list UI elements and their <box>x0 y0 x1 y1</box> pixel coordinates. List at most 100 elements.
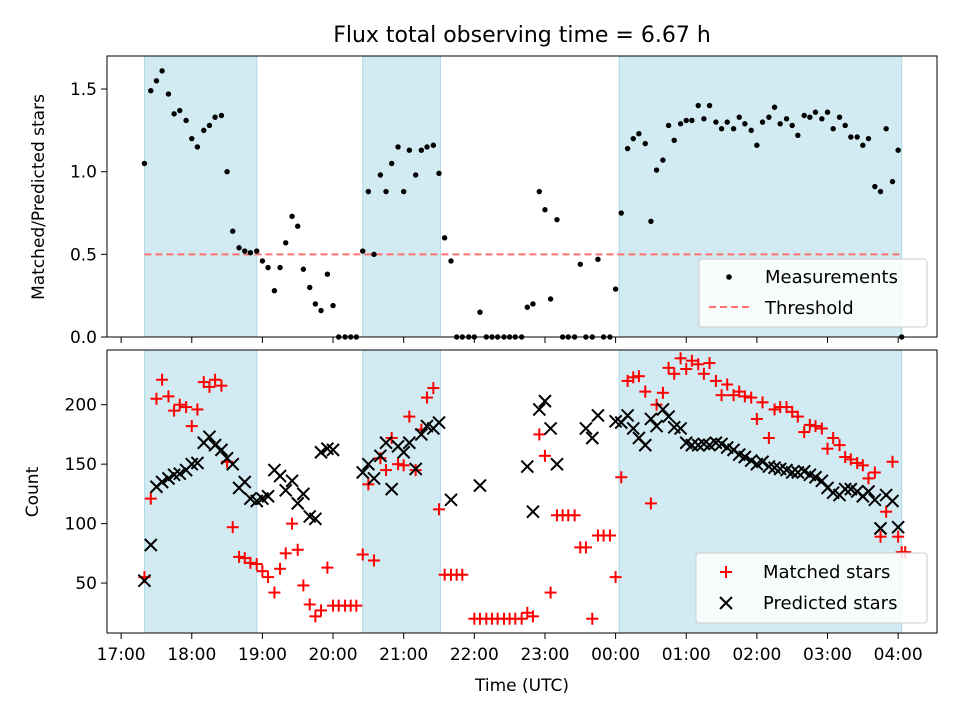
predicted-point-b <box>243 491 258 506</box>
predicted-point-b <box>402 436 417 450</box>
predicted-point-b <box>137 573 152 588</box>
x-tick-label: 18:00 <box>167 645 216 665</box>
measurement-point-5 <box>171 111 177 117</box>
predicted-point-83 <box>755 455 770 469</box>
measurement-point-88 <box>660 157 666 163</box>
predicted-point-b <box>826 485 840 500</box>
predicted-point-b <box>868 493 882 507</box>
measurement-point-120 <box>848 134 854 140</box>
measurement-point-82 <box>624 145 631 152</box>
x-tick-label: 19:00 <box>238 645 287 665</box>
predicted-point-52 <box>538 394 552 408</box>
measurement-point-93 <box>689 117 695 124</box>
matched-point-21 <box>262 571 275 584</box>
predicted-point-b <box>714 437 729 451</box>
measurement-point-119 <box>842 122 848 129</box>
measurement-point-65 <box>524 304 530 310</box>
legend-label-predicted: Predicted stars <box>763 593 897 614</box>
predicted-point-b <box>408 462 423 476</box>
measurement-point-51 <box>441 235 448 241</box>
matched-point-113 <box>809 420 822 433</box>
measurement-point-46 <box>412 172 419 178</box>
matched-point-119 <box>844 453 857 466</box>
measurement-point-113 <box>807 114 813 120</box>
measurement-point-126 <box>883 126 889 132</box>
matched-point-85 <box>644 497 657 510</box>
measurement-point-104 <box>754 142 760 148</box>
predicted-point-b <box>432 415 446 430</box>
x-tick-label: 04:00 <box>874 645 923 665</box>
predicted-point-30 <box>314 445 328 459</box>
predicted-point-b <box>626 421 640 436</box>
measurement-point-102 <box>742 121 748 127</box>
predicted-point-88 <box>785 465 799 480</box>
measurement-point-107 <box>771 104 778 110</box>
matched-point-15 <box>226 521 239 534</box>
measurement-point-39 <box>371 251 377 258</box>
predicted-point-9 <box>190 456 205 470</box>
predicted-point-42 <box>408 462 423 476</box>
predicted-point-27 <box>296 487 311 501</box>
measurement-point-83 <box>630 135 636 142</box>
predicted-point-b <box>644 412 658 426</box>
predicted-point-b <box>538 394 552 408</box>
predicted-point-b <box>649 419 664 433</box>
measurement-point-69 <box>547 296 554 302</box>
predicted-point-b <box>202 430 217 444</box>
matched-point-94 <box>697 367 710 380</box>
measurement-point-86 <box>648 218 654 224</box>
predicted-point-b <box>414 427 429 442</box>
matched-point-83 <box>632 370 645 383</box>
bottom-y-tick-label: 50 <box>75 574 97 594</box>
matched-point-112 <box>803 418 816 431</box>
measurement-point-80 <box>612 286 619 292</box>
predicted-point-57 <box>591 408 605 423</box>
measurement-point-109 <box>783 116 790 122</box>
measurement-point-90 <box>671 137 677 143</box>
predicted-point-b <box>308 512 323 526</box>
matched-point-80 <box>615 471 628 484</box>
predicted-point-b <box>661 409 676 424</box>
measurement-point-19 <box>254 248 260 254</box>
measurement-point-95 <box>701 116 707 122</box>
matched-point-39 <box>368 554 381 567</box>
predicted-point-54 <box>550 457 564 471</box>
matched-point-11 <box>203 380 216 393</box>
count-panel: 50 100 150 200 17:00 18:00 19:00 20:00 21:00 22:… <box>23 349 938 696</box>
matched-point-105 <box>762 431 775 444</box>
predicted-point-37 <box>379 436 393 450</box>
predicted-point-103 <box>873 521 888 536</box>
measurement-point-115 <box>819 116 825 122</box>
measurement-point-18 <box>247 250 254 256</box>
matched-point-44 <box>397 459 410 472</box>
matched-point-43 <box>392 458 405 471</box>
top-axes-frame <box>106 55 938 338</box>
measurement-point-121 <box>854 134 860 140</box>
predicted-point-b <box>738 450 752 464</box>
predicted-point-b <box>755 455 770 469</box>
predicted-point-b <box>291 496 305 511</box>
measurement-point-44 <box>400 188 407 195</box>
predicted-point-b <box>367 471 381 486</box>
matched-point-101 <box>738 390 751 403</box>
measurement-point-41 <box>383 188 389 195</box>
matched-point-63 <box>515 612 528 625</box>
measurement-point-32 <box>330 302 336 309</box>
predicted-point-66 <box>656 402 670 417</box>
matched-point-20 <box>256 565 269 578</box>
chart-title: Flux total observing time = 6.67 h <box>333 23 711 48</box>
predicted-point-b <box>838 482 852 496</box>
predicted-point-26 <box>291 496 305 511</box>
predicted-point-b <box>326 443 340 457</box>
measurement-point-15 <box>230 228 236 234</box>
matched-point-7 <box>180 401 193 414</box>
predicted-point-35 <box>367 471 381 486</box>
predicted-point-b <box>320 441 335 456</box>
measurement-point-2 <box>153 78 160 84</box>
measurement-point-105 <box>759 119 766 125</box>
measurement-point-123 <box>865 135 872 142</box>
predicted-point-b <box>697 437 711 451</box>
matched-point-24 <box>279 547 292 560</box>
predicted-point-0 <box>137 573 152 588</box>
top-y-axis-label: Matched/Predicted stars <box>29 94 49 300</box>
